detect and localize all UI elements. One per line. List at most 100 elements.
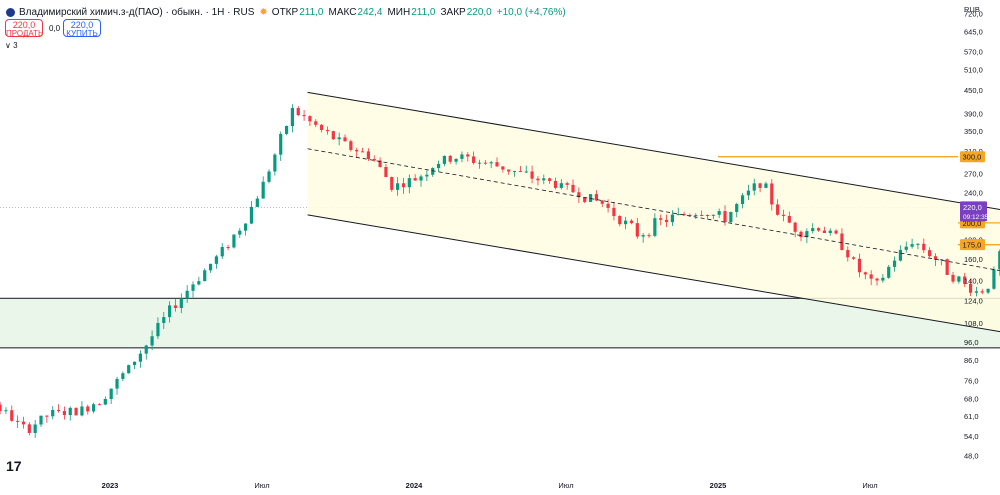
candle-body <box>764 183 768 188</box>
candle-body <box>454 158 458 162</box>
candle-body <box>857 258 862 273</box>
time-tick-label: Июл <box>254 481 269 490</box>
price-tag <box>960 151 985 163</box>
candle-body <box>542 178 546 181</box>
candle-body <box>694 214 698 216</box>
candle-body <box>571 184 575 193</box>
candle-body <box>664 219 669 223</box>
candle-body <box>711 214 715 216</box>
price-tick-label: 108,0 <box>964 319 983 328</box>
price-tick-label: 160,0 <box>964 255 983 264</box>
candle-body <box>279 133 283 155</box>
price-tick-label: 124,0 <box>964 296 983 305</box>
low-value: 211,0 <box>411 6 436 18</box>
candle-body <box>80 406 84 416</box>
candle-body <box>407 178 411 188</box>
candle-body <box>343 137 347 142</box>
candle-body <box>33 424 37 433</box>
candle-body <box>559 183 563 188</box>
candle-body <box>372 158 376 161</box>
candle-body <box>16 420 20 422</box>
candle-body <box>39 415 43 425</box>
candle-body <box>951 274 955 282</box>
candle-body <box>325 129 330 132</box>
candle-body <box>834 230 838 234</box>
candle-body <box>244 223 248 231</box>
sell-button[interactable]: 220,0 ПРОДАТЬ <box>5 19 43 38</box>
candle-body <box>360 151 365 153</box>
candle-body <box>21 421 26 425</box>
current-price-tag <box>960 201 987 222</box>
candle-body <box>97 404 102 406</box>
candle-body <box>436 163 441 169</box>
candle-body <box>442 155 446 164</box>
candle-body <box>933 256 938 260</box>
open-value: 211,0 <box>299 6 324 18</box>
candle-body <box>74 407 78 416</box>
candle-body <box>173 305 178 308</box>
candle-body <box>799 231 803 238</box>
support-zone <box>0 297 1000 349</box>
symbol-title[interactable]: Владимирский химич.з-д(ПАО) · обыкн. · 1… <box>19 6 255 18</box>
candle-body <box>822 230 826 234</box>
high-label: МАКС <box>328 6 357 18</box>
candle-body <box>466 154 470 157</box>
indicators-toggle[interactable]: ∨ 3 <box>5 41 18 50</box>
candle-body <box>863 272 867 275</box>
candle-body <box>355 149 359 152</box>
candle-body <box>548 178 552 181</box>
candle-body <box>928 250 932 257</box>
candle-body <box>524 171 528 173</box>
candle-body <box>337 137 341 140</box>
candle-body <box>811 228 815 232</box>
candle-body <box>887 266 891 278</box>
candle-body <box>431 168 435 175</box>
candle-body <box>577 192 581 198</box>
candle-body <box>27 424 31 433</box>
price-tick-label: 270,0 <box>964 169 983 178</box>
candle-body <box>267 171 271 182</box>
sell-price: 220,0 <box>12 20 36 30</box>
candle-body <box>103 398 107 405</box>
candle-body <box>530 171 534 179</box>
candle-body <box>518 170 522 172</box>
price-tick-label: 76,0 <box>964 376 979 385</box>
price-tag-label: 300,0 <box>963 153 982 162</box>
buy-label: КУПИТЬ <box>66 29 98 38</box>
tradingview-logo-icon[interactable]: 17 <box>6 458 22 474</box>
candle-body <box>401 183 406 188</box>
candle-body <box>892 260 897 267</box>
candle-body <box>501 166 505 170</box>
candle-body <box>232 234 236 248</box>
candle-body <box>378 160 382 167</box>
buy-button[interactable]: 220,0 КУПИТЬ <box>63 19 101 38</box>
price-tick-label: 240,0 <box>964 189 983 198</box>
candle-body <box>68 407 72 416</box>
candle-body <box>284 126 289 134</box>
candle-body <box>723 211 727 223</box>
candle-body <box>62 411 66 416</box>
candle-body <box>109 388 113 399</box>
candle-body <box>963 276 967 284</box>
candle-body <box>308 116 312 122</box>
buy-price: 220,0 <box>70 20 94 30</box>
close-value: 220,0 <box>466 6 492 18</box>
candle-body <box>635 223 639 237</box>
candle-body <box>588 194 593 202</box>
candle-body <box>419 176 423 181</box>
candle-body <box>752 183 756 191</box>
candle-body <box>986 288 990 293</box>
candle-body <box>565 183 569 185</box>
current-price-label: 220,0 <box>963 203 982 212</box>
candle-body <box>805 231 809 238</box>
candle-body <box>208 263 213 271</box>
candle-body <box>460 154 464 159</box>
candle-body <box>226 247 230 249</box>
drawings-layer <box>307 91 1000 333</box>
fill-layer <box>0 92 1000 349</box>
candle-body <box>495 162 499 167</box>
candles-layer <box>0 104 1000 438</box>
candle-body <box>168 305 172 318</box>
candle-body <box>688 215 692 217</box>
